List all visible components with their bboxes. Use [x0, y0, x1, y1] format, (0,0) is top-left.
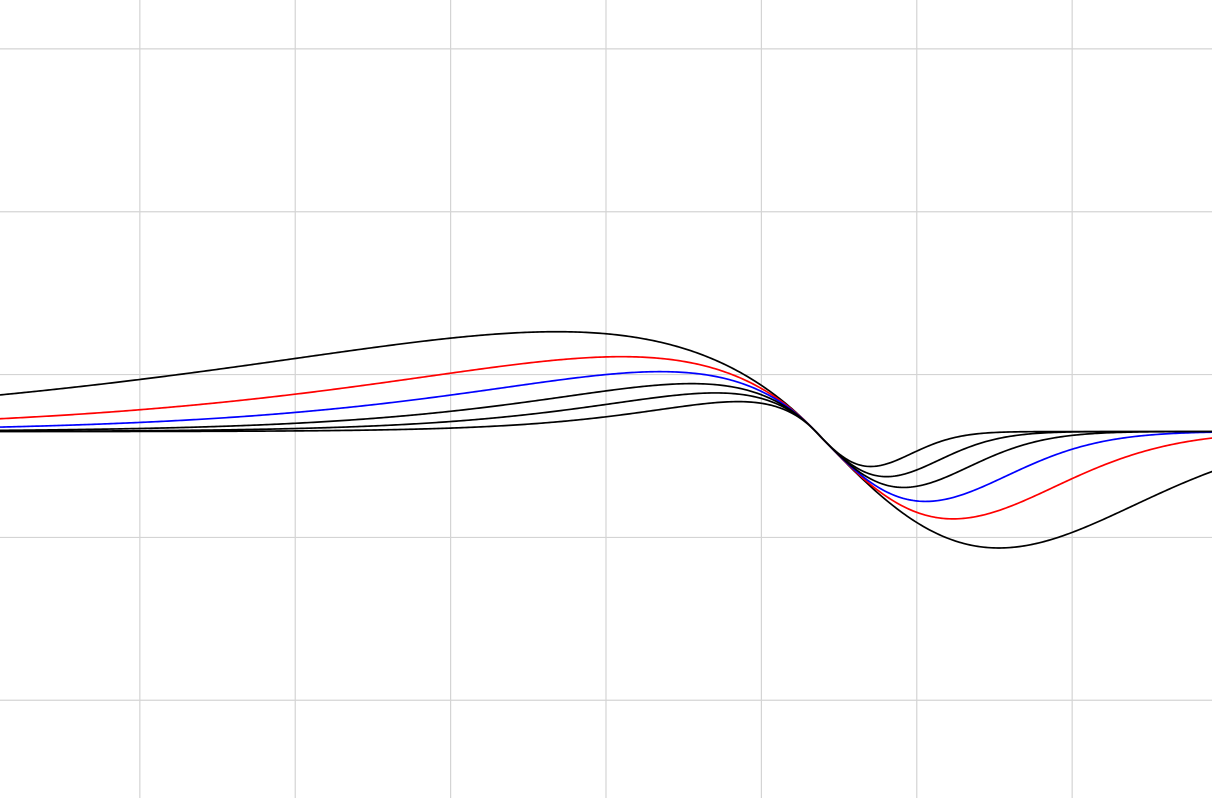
series-group	[0, 330, 1212, 549]
series-line-4	[0, 382, 1212, 489]
series-line-5	[0, 392, 1212, 478]
series-line-3	[0, 370, 1212, 503]
series-line-6	[0, 400, 1212, 468]
series-line-2	[0, 355, 1212, 520]
series-line-1	[0, 330, 1212, 549]
